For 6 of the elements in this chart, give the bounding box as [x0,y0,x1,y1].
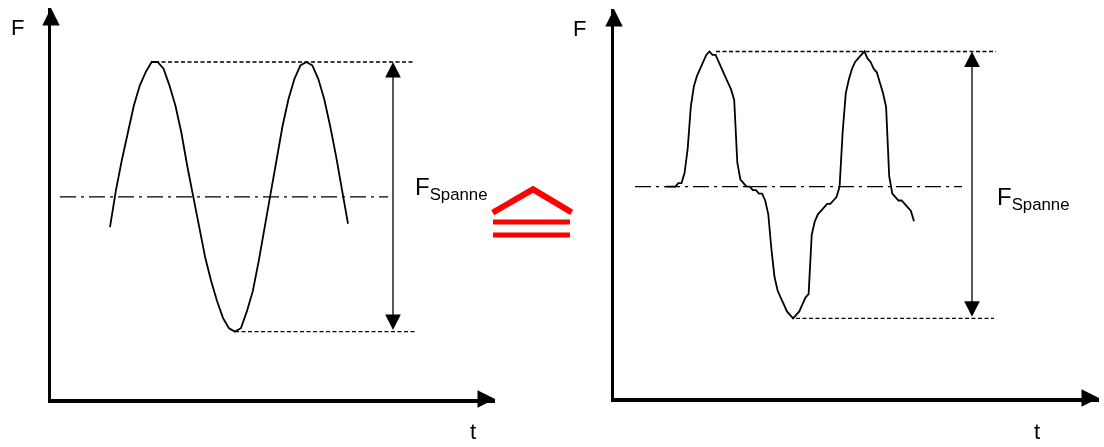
text: F$_{Spanne}$ [997,183,1070,215]
y-axis-title: F [11,15,25,40]
x-axis-title: t [1034,419,1041,444]
text: F$_{Spanne}$ [415,173,488,205]
x-axis-title: t [470,419,477,444]
y-axis-title: F [573,16,587,41]
